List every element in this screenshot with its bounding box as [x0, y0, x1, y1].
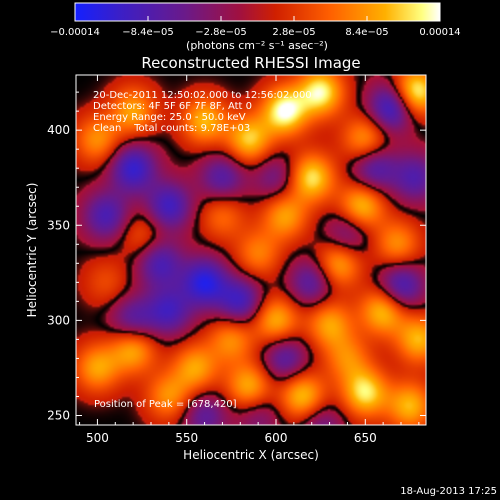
plot-frame: [75, 74, 427, 426]
colorbar-tick-label: −2.8e−05: [195, 27, 247, 38]
y-tick-label: 300: [47, 313, 70, 327]
x-axis-label: Heliocentric X (arcsec): [183, 448, 319, 462]
x-tick-label: 500: [86, 431, 109, 445]
colorbar: [74, 2, 441, 22]
chart-title: Reconstructed RHESSI Image: [141, 54, 360, 72]
peak-position-label: Position of Peak = [678,420]: [94, 399, 237, 410]
colorbar-tick-label: −0.00014: [50, 27, 100, 38]
colorbar-units-label: (photons cm⁻² s⁻¹ asec⁻²): [186, 39, 328, 52]
x-tick-label: 600: [265, 431, 288, 445]
axis-ticks: 500 550 600 650 250 300 350 400: [47, 75, 426, 445]
y-tick-label: 400: [47, 123, 70, 137]
y-axis-label: Heliocentric Y (arcsec): [25, 183, 39, 318]
annotation-energy-range: Energy Range: 25.0 - 50.0 keV: [93, 112, 246, 123]
y-tick-label: 250: [47, 408, 70, 422]
colorbar-tick-label: 8.4e−05: [345, 27, 388, 38]
annotation-block: 20-Dec-2011 12:50:02.000 to 12:56:02.000…: [93, 90, 312, 134]
colorbar-tick-label: 0.00014: [419, 27, 460, 38]
colorbar-ticks: −0.00014 −8.4e−05 −2.8e−05 2.8e−05 8.4e−05 0.…: [50, 16, 461, 38]
annotation-detectors: Detectors: 4F 5F 6F 7F 8F, Att 0: [93, 101, 252, 112]
colorbar-tick-label: 2.8e−05: [272, 27, 315, 38]
footer-date: 18-Aug-2013 17:25: [400, 486, 497, 497]
annotation-total-counts: Clean Total counts: 9.78E+03: [93, 123, 250, 134]
colorbar-tick-label: −8.4e−05: [122, 27, 174, 38]
y-tick-label: 350: [47, 218, 70, 232]
x-tick-label: 550: [175, 431, 198, 445]
x-tick-label: 650: [354, 431, 377, 445]
annotation-time-range: 20-Dec-2011 12:50:02.000 to 12:56:02.000: [93, 90, 312, 101]
